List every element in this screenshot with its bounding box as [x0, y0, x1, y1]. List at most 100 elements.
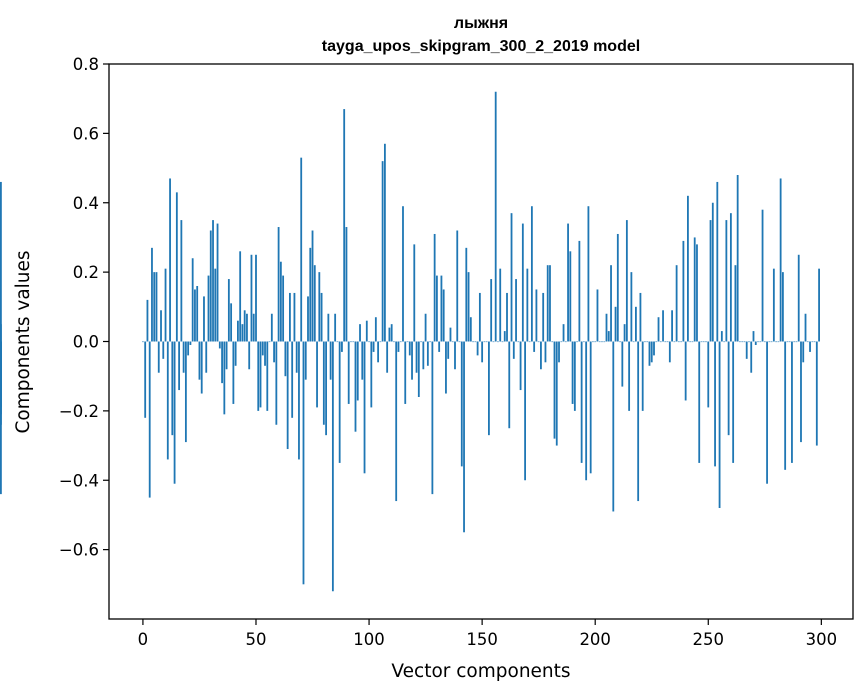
bar — [368, 341, 370, 343]
bar — [619, 341, 621, 343]
bar — [560, 341, 563, 343]
bar — [779, 178, 782, 342]
bar — [209, 230, 212, 342]
bar — [806, 341, 809, 343]
bar — [338, 341, 341, 463]
bar — [497, 341, 499, 343]
bar — [298, 341, 300, 460]
bar — [227, 279, 230, 342]
bar — [157, 341, 160, 373]
bar — [612, 341, 615, 512]
bar — [610, 265, 612, 342]
bar — [542, 292, 545, 342]
bar — [178, 341, 181, 391]
y-tick-label: −0.4 — [59, 471, 99, 490]
bar — [492, 341, 495, 343]
bar — [436, 275, 438, 342]
bar — [429, 341, 432, 343]
bar — [530, 206, 533, 342]
bar — [739, 341, 741, 343]
bar — [687, 195, 689, 342]
bar — [578, 240, 581, 342]
bar — [716, 181, 719, 342]
bar — [623, 324, 626, 342]
bar — [463, 341, 465, 533]
bar — [818, 268, 820, 342]
bar — [255, 254, 257, 342]
bar — [422, 341, 425, 370]
bar — [512, 341, 515, 359]
bar — [607, 331, 610, 342]
bar — [757, 341, 759, 343]
x-axis-ticks: 0 50 100 150 200 250 300 — [138, 619, 837, 649]
bar — [440, 275, 443, 342]
bar — [327, 313, 330, 342]
bar — [711, 202, 714, 342]
bar — [680, 341, 683, 343]
bar — [252, 313, 255, 342]
bar — [601, 341, 603, 343]
bar — [390, 324, 393, 342]
bar — [639, 292, 642, 342]
bar — [318, 272, 321, 342]
bar — [334, 313, 337, 342]
bar — [533, 341, 536, 352]
bar — [485, 341, 488, 343]
bar — [361, 341, 364, 380]
bar — [343, 109, 346, 342]
x-tick-label: 150 — [466, 630, 498, 649]
bar — [630, 272, 633, 342]
bar — [212, 220, 214, 342]
bar — [727, 341, 730, 436]
bar — [510, 213, 513, 342]
bar — [279, 261, 282, 342]
bar — [293, 292, 296, 342]
bar — [772, 268, 775, 342]
bar — [655, 341, 658, 343]
x-axis-label: Vector components — [391, 661, 570, 682]
bar — [508, 341, 511, 429]
bar — [175, 192, 178, 342]
bar — [494, 91, 497, 342]
bar — [648, 341, 651, 366]
bar — [603, 341, 606, 343]
bar — [752, 331, 755, 342]
bar — [397, 341, 400, 352]
bar — [191, 258, 194, 342]
bar — [725, 220, 728, 342]
bar — [187, 341, 190, 356]
bar — [700, 341, 703, 343]
bar — [793, 341, 796, 343]
bar — [307, 296, 309, 342]
bar — [526, 268, 529, 342]
bar — [164, 268, 167, 342]
bar — [383, 143, 386, 342]
bar — [417, 341, 420, 397]
bar — [567, 223, 569, 342]
bar — [180, 220, 183, 342]
bar — [702, 341, 705, 343]
bar — [653, 341, 655, 356]
bar — [454, 341, 456, 370]
bar — [589, 341, 592, 474]
bar — [553, 341, 556, 439]
chart-subtitle: tayga_upos_skipgram_300_2_2019 model — [322, 38, 640, 55]
bar — [714, 341, 716, 467]
bar — [456, 230, 459, 342]
bar — [795, 341, 798, 343]
bar — [415, 341, 418, 373]
bar — [151, 247, 153, 342]
bar — [562, 324, 565, 342]
bar — [736, 175, 739, 342]
bar — [300, 157, 303, 342]
bar — [445, 341, 447, 394]
bar — [316, 341, 318, 408]
bar — [786, 341, 789, 343]
bar — [447, 341, 450, 359]
bar — [675, 265, 678, 342]
bar — [707, 341, 710, 408]
bar — [616, 233, 619, 342]
bar — [546, 265, 549, 342]
